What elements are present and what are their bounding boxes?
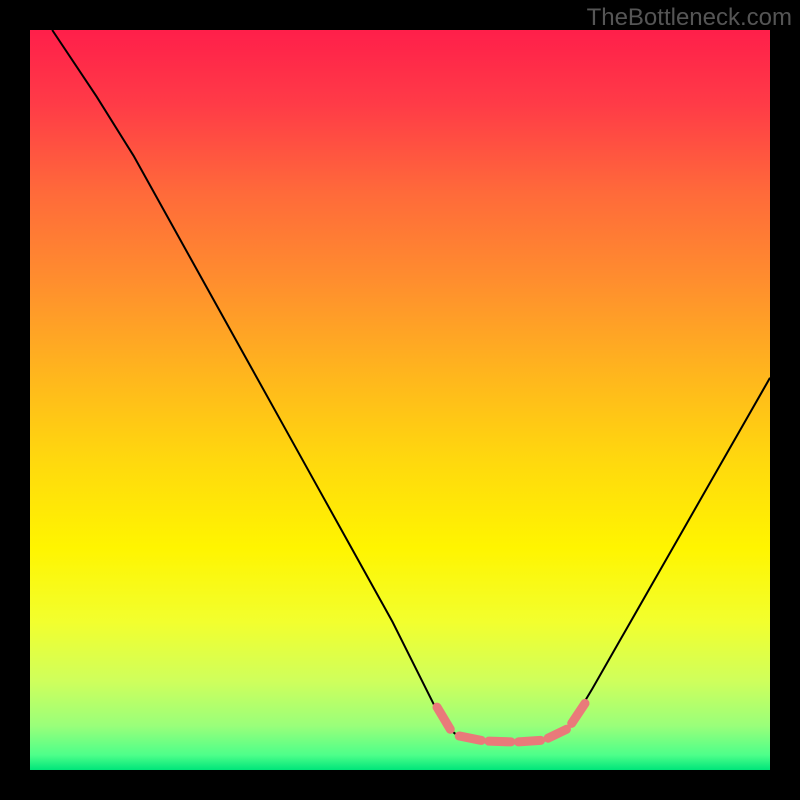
highlight-segment xyxy=(489,741,511,742)
highlight-segment xyxy=(459,736,481,740)
highlight-segment xyxy=(572,703,585,723)
highlight-segment xyxy=(548,729,567,738)
watermark-text: TheBottleneck.com xyxy=(587,4,792,32)
plot-area xyxy=(30,30,770,770)
bottleneck-curve xyxy=(52,30,770,742)
highlight-band xyxy=(437,703,585,741)
highlight-segment xyxy=(437,707,450,729)
curve-layer xyxy=(30,30,770,770)
chart-frame: TheBottleneck.com xyxy=(0,0,800,800)
highlight-segment xyxy=(518,740,540,741)
